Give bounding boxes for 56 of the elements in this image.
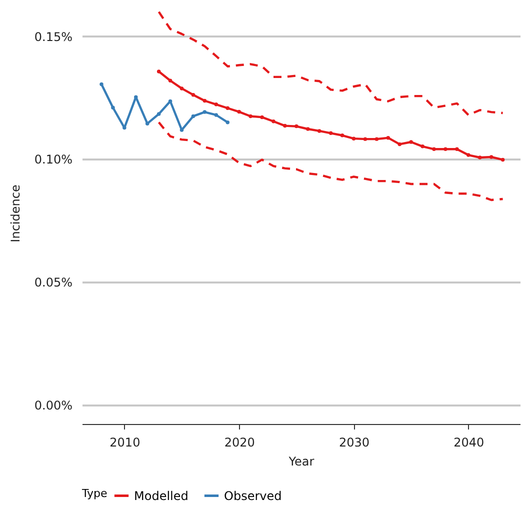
- point: [111, 106, 115, 110]
- point: [156, 112, 161, 116]
- point: [214, 113, 218, 117]
- point: [283, 124, 287, 128]
- point: [420, 144, 424, 148]
- x-axis-title: Year: [288, 454, 314, 468]
- point: [500, 158, 505, 162]
- point: [202, 98, 207, 103]
- point: [328, 131, 333, 136]
- point: [466, 153, 470, 157]
- point: [260, 115, 264, 120]
- line-series: [158, 121, 504, 202]
- y-tick-label: 0.15%: [34, 30, 72, 44]
- point: [156, 70, 161, 74]
- x-tick-label: 2030: [338, 436, 370, 450]
- line-series: [158, 10, 504, 116]
- point: [340, 134, 344, 138]
- point: [191, 114, 196, 118]
- point: [352, 136, 356, 140]
- point: [145, 122, 150, 126]
- x-tick-label: 2020: [224, 436, 255, 450]
- x-tick-label: 2010: [110, 436, 140, 450]
- point: [489, 155, 494, 159]
- point: [180, 128, 184, 132]
- point: [214, 102, 218, 106]
- point: [317, 129, 322, 133]
- point: [363, 137, 368, 141]
- y-tick-label: 0.00%: [34, 398, 72, 412]
- y-tick-label: 0.10%: [34, 152, 72, 167]
- point: [272, 120, 276, 124]
- point: [248, 114, 252, 118]
- x-tick-label: 2040: [454, 436, 484, 450]
- point: [455, 147, 459, 151]
- point: [191, 92, 196, 97]
- point: [226, 106, 230, 110]
- point: [180, 86, 184, 90]
- point: [444, 147, 448, 151]
- legend-label: Observed: [224, 488, 282, 503]
- legend-title: Type: [81, 487, 108, 500]
- point: [237, 110, 241, 114]
- point: [294, 124, 298, 128]
- legend-label: Modelled: [134, 488, 188, 503]
- point: [134, 95, 138, 99]
- point: [168, 78, 172, 82]
- point: [226, 120, 230, 124]
- point: [202, 110, 207, 114]
- y-axis-title: Incidence: [8, 184, 22, 242]
- point: [478, 156, 482, 160]
- point: [100, 82, 104, 86]
- point: [386, 136, 390, 140]
- point: [306, 127, 310, 131]
- point: [432, 147, 436, 151]
- y-tick-label: 0.05%: [34, 276, 72, 290]
- point: [398, 142, 402, 146]
- point: [374, 137, 379, 141]
- point: [409, 140, 413, 144]
